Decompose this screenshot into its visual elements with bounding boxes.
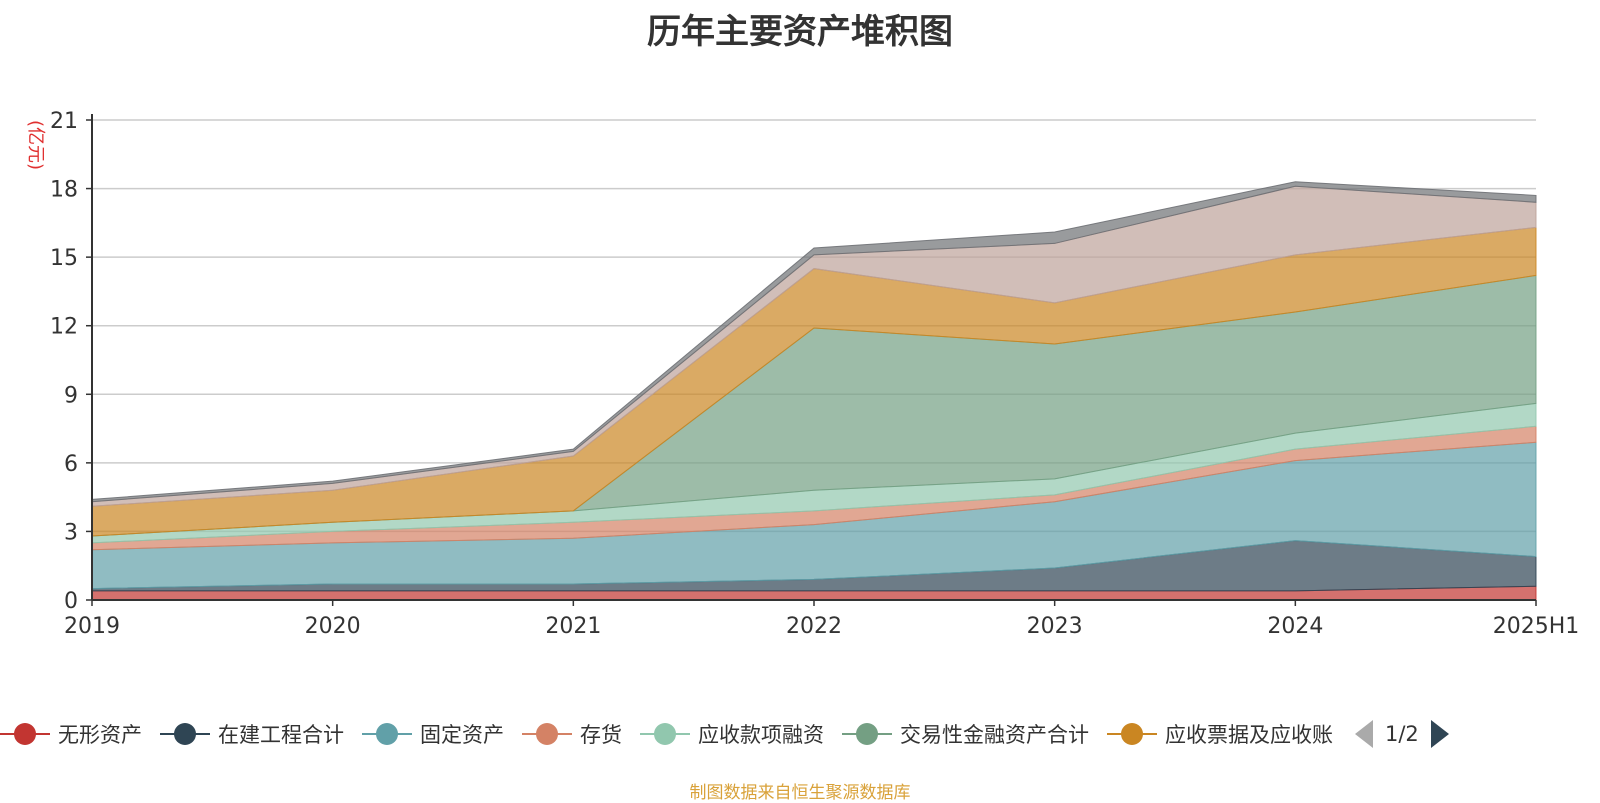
legend-item-6[interactable]: 应收票据及应收账	[1107, 719, 1333, 749]
legend-marker-icon	[1107, 721, 1157, 747]
legend-label: 固定资产	[420, 723, 504, 747]
legend-label: 无形资产	[58, 723, 142, 747]
legend-label: 应收款项融资	[698, 723, 824, 747]
area-series-8[interactable]	[91, 181, 1537, 503]
y-axis-label: (亿元)	[25, 120, 46, 170]
legend-marker-icon	[640, 721, 690, 747]
x-tick-label: 2024	[1267, 614, 1323, 639]
x-tick-labels: 2019 2020 2021 2022 2023 2024 2025H1	[64, 600, 1579, 639]
legend-item-1[interactable]: 在建工程合计	[160, 719, 344, 749]
legend-marker-icon	[0, 721, 50, 747]
legend: 无形资产 在建工程合计 固定资产 存货 应收款项融资 交易性金融资产合计 应收票据及应收账 …	[0, 716, 1600, 752]
chart-title: 历年主要资产堆积图	[647, 12, 953, 52]
y-tick-label: 0	[64, 589, 78, 614]
legend-marker-icon	[842, 721, 892, 747]
legend-item-5[interactable]: 交易性金融资产合计	[842, 719, 1089, 749]
area-series	[91, 181, 1537, 601]
legend-label: 在建工程合计	[218, 723, 344, 747]
legend-pager: 1/2	[1355, 720, 1449, 748]
y-tick-label: 21	[50, 109, 78, 134]
x-tick-label: 2022	[786, 614, 842, 639]
x-tick-label: 2019	[64, 614, 120, 639]
legend-item-0[interactable]: 无形资产	[0, 719, 142, 749]
chart-canvas: 0 3 6 9 12 15 18 21 2019 2020 2021 2022 2023 2024 202…	[25, 109, 1579, 639]
x-tick-label: 2025H1	[1493, 614, 1580, 639]
legend-item-4[interactable]: 应收款项融资	[640, 719, 824, 749]
y-tick-label: 12	[50, 315, 78, 340]
legend-prev-page-button[interactable]	[1355, 720, 1373, 748]
x-tick-label: 2023	[1027, 614, 1083, 639]
legend-marker-icon	[522, 721, 572, 747]
y-tick-label: 18	[50, 178, 78, 203]
legend-marker-icon	[160, 721, 210, 747]
y-tick-label: 6	[64, 452, 78, 477]
y-tick-label: 9	[64, 383, 78, 408]
y-tick-label: 3	[64, 520, 78, 545]
legend-marker-icon	[362, 721, 412, 747]
legend-item-2[interactable]: 固定资产	[362, 719, 504, 749]
y-tick-labels: 0 3 6 9 12 15 18 21	[50, 109, 92, 614]
legend-page-indicator: 1/2	[1385, 722, 1419, 746]
legend-label: 应收票据及应收账	[1165, 723, 1333, 747]
legend-label: 存货	[580, 723, 622, 747]
legend-label: 交易性金融资产合计	[900, 723, 1089, 747]
legend-item-3[interactable]: 存货	[522, 719, 622, 749]
x-tick-label: 2020	[305, 614, 361, 639]
legend-next-page-button[interactable]	[1430, 720, 1449, 748]
y-tick-label: 15	[50, 246, 78, 271]
data-source-note: 制图数据来自恒生聚源数据库	[689, 783, 911, 803]
x-tick-label: 2021	[545, 614, 601, 639]
